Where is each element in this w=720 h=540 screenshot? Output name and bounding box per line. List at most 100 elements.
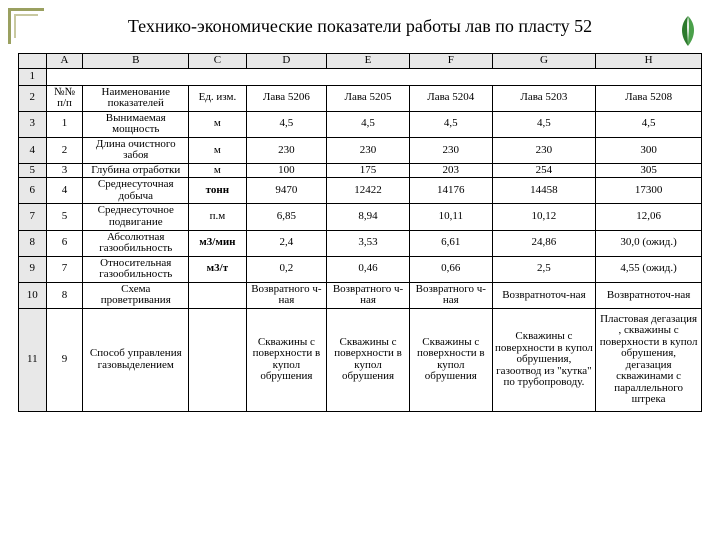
cell-value: Скважины с поверхности в купол обрушения xyxy=(246,308,326,411)
cell-value: 230 xyxy=(409,137,492,163)
cell-unit: м xyxy=(189,111,246,137)
col-letter: B xyxy=(83,54,189,69)
header-cell: Лава 5205 xyxy=(327,85,410,111)
cell-npp: 7 xyxy=(46,256,83,282)
cell-value: 203 xyxy=(409,163,492,178)
leaf-logo xyxy=(674,14,702,53)
cell-value: 3,53 xyxy=(327,230,410,256)
cell-unit xyxy=(189,308,246,411)
table-row: 64Среднесуточная добычатонн9470124221417… xyxy=(19,178,702,204)
cell-value: 9470 xyxy=(246,178,326,204)
table-row: 53Глубина отработким100175203254305 xyxy=(19,163,702,178)
row-number: 11 xyxy=(19,308,47,411)
row-number: 3 xyxy=(19,111,47,137)
cell-value: 4,5 xyxy=(409,111,492,137)
header-cell: Лава 5203 xyxy=(492,85,595,111)
cell-npp: 3 xyxy=(46,163,83,178)
cell-value: 10,11 xyxy=(409,204,492,230)
table-row: 119Способ управления газовыделением Скваж… xyxy=(19,308,702,411)
col-letter: D xyxy=(246,54,326,69)
table-row: 42Длина очистного забоям230230230230300 xyxy=(19,137,702,163)
cell-npp: 6 xyxy=(46,230,83,256)
cell-value: 100 xyxy=(246,163,326,178)
cell-value: Возвратного ч- ная xyxy=(409,282,492,308)
table-row: 1 xyxy=(19,68,702,85)
cell-npp: 9 xyxy=(46,308,83,411)
cell-name: Среднесуточная добыча xyxy=(83,178,189,204)
cell-value: 14458 xyxy=(492,178,595,204)
cell-value: 4,5 xyxy=(327,111,410,137)
cell-name: Длина очистного забоя xyxy=(83,137,189,163)
cell-name: Способ управления газовыделением xyxy=(83,308,189,411)
cell-unit: п.м xyxy=(189,204,246,230)
cell-value: 14176 xyxy=(409,178,492,204)
cell-unit: м3/т xyxy=(189,256,246,282)
cell-value: 305 xyxy=(596,163,702,178)
cell-npp: 2 xyxy=(46,137,83,163)
cell-npp: 4 xyxy=(46,178,83,204)
col-letter: G xyxy=(492,54,595,69)
spreadsheet-table: A B C D E F G H 1 2 №№ п/п Наименование … xyxy=(18,53,702,412)
row-number: 7 xyxy=(19,204,47,230)
cell-value: 230 xyxy=(246,137,326,163)
cell-value: Скважины с поверхности в купол обрушения xyxy=(327,308,410,411)
table-row: 31Вынимаемая мощностьм4,54,54,54,54,5 xyxy=(19,111,702,137)
table-header-row: 2 №№ п/п Наименование показателей Ед. из… xyxy=(19,85,702,111)
cell-name: Схема проветривания xyxy=(83,282,189,308)
cell-value: 230 xyxy=(327,137,410,163)
cell-value: 300 xyxy=(596,137,702,163)
cell-value: 12422 xyxy=(327,178,410,204)
cell-value: 12,06 xyxy=(596,204,702,230)
cell-unit: м xyxy=(189,163,246,178)
cell-value: 175 xyxy=(327,163,410,178)
cell-value: 10,12 xyxy=(492,204,595,230)
cell-value: Возвратноточ-ная xyxy=(492,282,595,308)
cell-value: 17300 xyxy=(596,178,702,204)
cell-npp: 1 xyxy=(46,111,83,137)
table-row: 108Схема проветриванияВозвратного ч- ная… xyxy=(19,282,702,308)
col-letter: F xyxy=(409,54,492,69)
header-cell: №№ п/п xyxy=(46,85,83,111)
cell-unit: м3/мин xyxy=(189,230,246,256)
header-cell: Ед. изм. xyxy=(189,85,246,111)
cell-name: Относительная газообильность xyxy=(83,256,189,282)
header-cell: Наименование показателей xyxy=(83,85,189,111)
cell-value: 4,5 xyxy=(492,111,595,137)
cell-value: Возвратного ч- ная xyxy=(246,282,326,308)
cell-value: 6,85 xyxy=(246,204,326,230)
header-cell: Лава 5208 xyxy=(596,85,702,111)
cell-value: 6,61 xyxy=(409,230,492,256)
cell-value: 0,46 xyxy=(327,256,410,282)
cell-value: 4,5 xyxy=(596,111,702,137)
cell-value: 4,55 (ожид.) xyxy=(596,256,702,282)
cell-value: 0,66 xyxy=(409,256,492,282)
cell-value: 8,94 xyxy=(327,204,410,230)
cell-value: Скважины с поверхности в купол обрушения… xyxy=(492,308,595,411)
empty-cell xyxy=(46,68,701,85)
row-number: 2 xyxy=(19,85,47,111)
cell-value: 2,4 xyxy=(246,230,326,256)
header-cell: Лава 5206 xyxy=(246,85,326,111)
row-number: 8 xyxy=(19,230,47,256)
col-letter: H xyxy=(596,54,702,69)
column-header-row: A B C D E F G H xyxy=(19,54,702,69)
cell-value: 2,5 xyxy=(492,256,595,282)
row-number: 9 xyxy=(19,256,47,282)
cell-value: 24,86 xyxy=(492,230,595,256)
cell-name: Вынимаемая мощность xyxy=(83,111,189,137)
cell-value: Возвратного ч- ная xyxy=(327,282,410,308)
cell-value: Пластовая дегазация , скважины с поверхн… xyxy=(596,308,702,411)
cell-value: Возвратноточ-ная xyxy=(596,282,702,308)
cell-unit: тонн xyxy=(189,178,246,204)
cell-value: 4,5 xyxy=(246,111,326,137)
cell-name: Абсолютная газообильность xyxy=(83,230,189,256)
cell-value: 30,0 (ожид.) xyxy=(596,230,702,256)
row-number: 10 xyxy=(19,282,47,308)
col-letter: C xyxy=(189,54,246,69)
page-title: Технико-экономические показатели работы … xyxy=(0,0,720,45)
row-number: 5 xyxy=(19,163,47,178)
col-letter: A xyxy=(46,54,83,69)
header-cell: Лава 5204 xyxy=(409,85,492,111)
cell-value: 0,2 xyxy=(246,256,326,282)
cell-value: 254 xyxy=(492,163,595,178)
